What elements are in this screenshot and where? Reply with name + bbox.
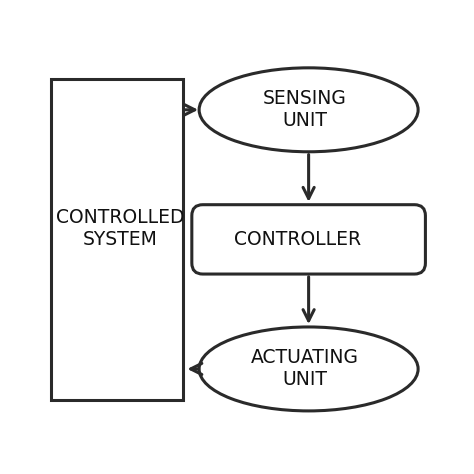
- Text: CONTROLLER: CONTROLLER: [234, 230, 361, 249]
- Ellipse shape: [199, 68, 418, 152]
- FancyBboxPatch shape: [192, 205, 425, 274]
- Text: SENSING
UNIT: SENSING UNIT: [263, 89, 347, 130]
- Text: CONTROLLED
SYSTEM: CONTROLLED SYSTEM: [56, 208, 185, 249]
- FancyArrowPatch shape: [303, 277, 314, 321]
- FancyArrowPatch shape: [303, 155, 314, 199]
- Text: ACTUATING
UNIT: ACTUATING UNIT: [251, 348, 359, 390]
- FancyArrowPatch shape: [183, 104, 195, 115]
- FancyArrowPatch shape: [191, 364, 202, 374]
- Ellipse shape: [199, 327, 418, 411]
- FancyBboxPatch shape: [51, 79, 182, 400]
